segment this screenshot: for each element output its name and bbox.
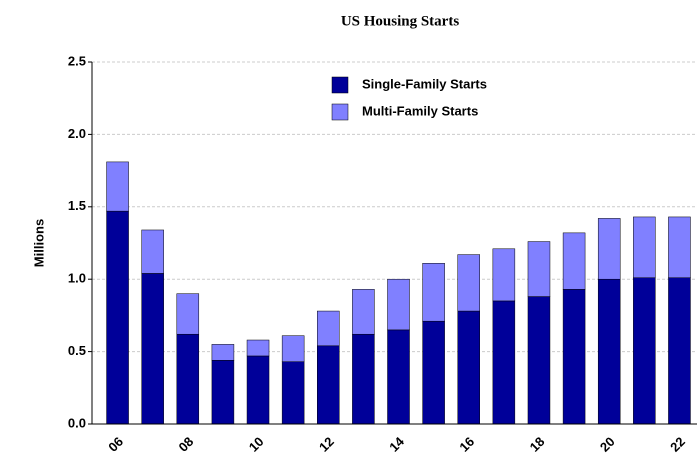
bar-segment <box>387 278 410 331</box>
legend-swatch <box>331 76 349 94</box>
y-tick-label: 0.5 <box>68 343 86 358</box>
bar-segment <box>527 241 551 297</box>
bar-segment <box>141 273 164 425</box>
chart-title: US Housing Starts <box>341 13 460 29</box>
bar-segment <box>633 277 656 425</box>
x-tick-label: 20 <box>597 434 618 455</box>
y-tick-label: 2.0 <box>68 126 86 141</box>
bar-segment <box>281 335 305 362</box>
bar-segment <box>176 293 200 335</box>
bar-segment <box>562 232 586 290</box>
x-tick-label: 14 <box>386 433 407 454</box>
x-tick-label: 08 <box>176 434 197 455</box>
bar-segment <box>281 361 305 425</box>
bar-segment <box>352 289 375 335</box>
bar-segment <box>492 248 516 302</box>
legend-label: Multi-Family Starts <box>362 103 478 118</box>
bar-segment <box>141 229 164 274</box>
x-tick-label: 06 <box>105 434 126 455</box>
y-tick-label: 2.5 <box>68 53 86 68</box>
bar-segment <box>668 216 691 279</box>
x-tick-label: 12 <box>316 434 337 455</box>
bar-segment <box>597 218 621 280</box>
bar-segment <box>457 254 480 312</box>
bar-segment <box>176 333 200 425</box>
y-tick-label: 1.5 <box>68 198 86 213</box>
legend-swatch <box>331 103 349 121</box>
bar-segment <box>457 310 480 425</box>
bar-segment <box>246 339 270 357</box>
bar-segment <box>246 355 270 425</box>
y-axis-label: Millions <box>31 219 46 267</box>
x-tick-label: 10 <box>246 434 267 455</box>
x-tick-label: 18 <box>527 434 548 455</box>
bar-segment <box>211 360 235 425</box>
bar-segment <box>317 345 340 425</box>
bar-segment <box>562 289 586 425</box>
y-tick-label: 1.0 <box>68 271 86 286</box>
x-tick-label: 22 <box>667 434 688 455</box>
bar-segment <box>106 161 129 212</box>
bar-segment <box>668 277 691 425</box>
bar-segment <box>527 296 551 425</box>
legend-label: Single-Family Starts <box>362 76 487 91</box>
bar-segment <box>633 216 656 279</box>
bar-segment <box>317 310 340 347</box>
bar-segment <box>422 320 445 425</box>
bar-segment <box>211 344 235 361</box>
bar-segment <box>106 210 129 425</box>
bar-segment <box>492 300 516 425</box>
x-tick-label: 16 <box>456 434 477 455</box>
bar-segment <box>352 333 375 425</box>
y-tick-label: 0.0 <box>68 415 86 430</box>
bar-segment <box>422 263 445 322</box>
bar-segment <box>597 278 621 425</box>
bar-segment <box>387 329 410 425</box>
